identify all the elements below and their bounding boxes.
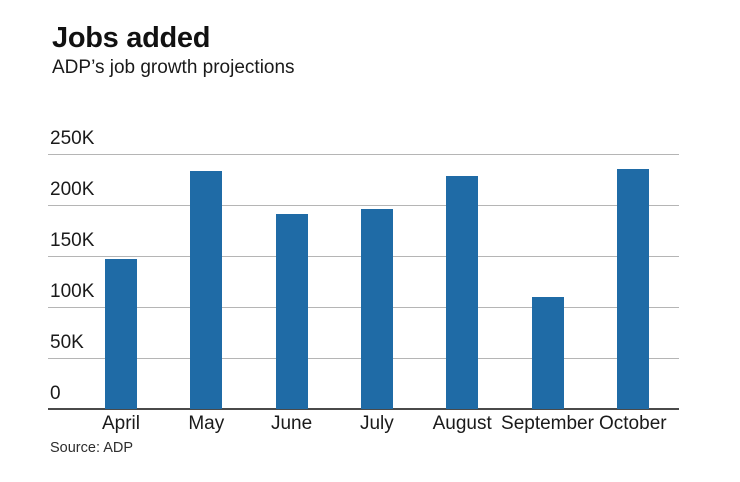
x-tick-label-september: September xyxy=(501,413,594,434)
y-tick-label-200K: 200K xyxy=(50,178,95,200)
x-tick-label-july: July xyxy=(359,413,394,434)
x-tick-label-june: June xyxy=(270,413,313,434)
bar-may xyxy=(190,170,223,409)
gridline-250K xyxy=(48,153,679,155)
bar-june xyxy=(275,213,308,409)
bar-october xyxy=(616,168,649,409)
bar-august xyxy=(446,175,479,409)
x-tick-label-august: August xyxy=(432,413,492,434)
x-tick-label-april: April xyxy=(101,413,140,434)
x-axis-line xyxy=(48,408,679,410)
x-tick-label-may: May xyxy=(188,413,225,434)
bar-september xyxy=(531,296,564,409)
bar-july xyxy=(360,208,393,409)
chart-title: Jobs added xyxy=(52,22,211,54)
chart-subtitle: ADP’s job growth projections xyxy=(52,57,295,78)
x-tick-label-october: October xyxy=(599,413,667,434)
source-note: Source: ADP xyxy=(50,440,134,456)
y-tick-label-100K: 100K xyxy=(50,280,95,302)
y-tick-label-0: 0 xyxy=(50,383,61,404)
bar-april xyxy=(105,258,137,409)
y-tick-label-150K: 150K xyxy=(50,229,95,251)
y-tick-label-50K: 50K xyxy=(50,331,84,353)
y-tick-label-250K: 250K xyxy=(50,127,95,149)
gridline-200K xyxy=(48,204,679,206)
